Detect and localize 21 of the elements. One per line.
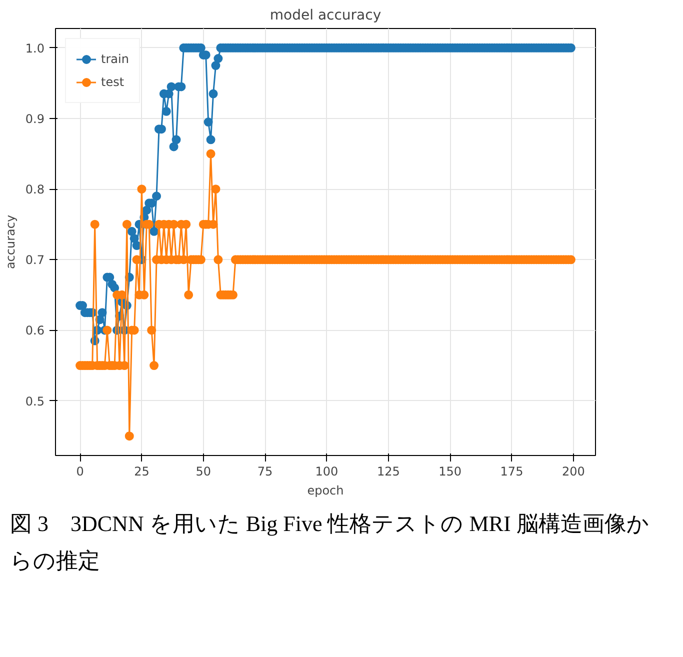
- caption: 図 3 3DCNN を用いた Big Five 性格テストの MRI 脳構造画像からの推定: [10, 510, 650, 576]
- chart-title: model accuracy: [270, 8, 382, 24]
- y-tick-label: 1.0: [25, 41, 45, 56]
- y-tick-label: 0.8: [25, 182, 45, 197]
- y-tick-label: 0.5: [25, 394, 45, 408]
- x-tick-label: 175: [500, 464, 524, 478]
- x-tick-label: 75: [257, 464, 273, 478]
- y-tick-label: 0.7: [25, 253, 45, 268]
- y-tick-label: 0.6: [25, 324, 45, 338]
- x-tick-label: 50: [196, 464, 212, 478]
- x-tick-label: 200: [562, 464, 585, 478]
- x-tick-label: 125: [376, 464, 400, 478]
- legend-label: test: [101, 75, 124, 89]
- x-tick-label: 100: [315, 464, 338, 478]
- y-axis-title: accuracy: [3, 214, 18, 270]
- x-axis-title: epoch: [307, 484, 344, 498]
- x-tick-label: 0: [76, 464, 84, 478]
- y-tick-label: 0.9: [25, 112, 45, 126]
- x-tick-label: 150: [438, 464, 462, 478]
- legend-label: train: [101, 52, 129, 66]
- x-tick-label: 25: [134, 464, 150, 478]
